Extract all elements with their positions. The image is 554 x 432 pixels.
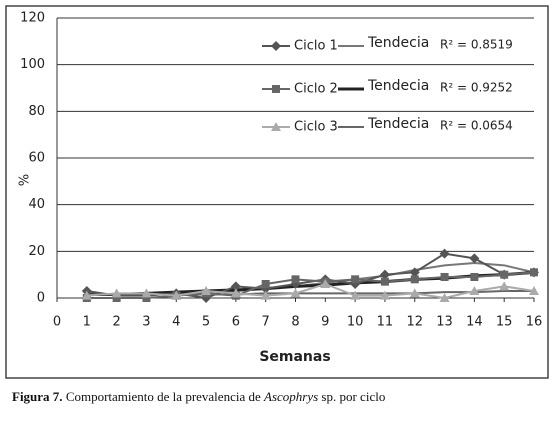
y-tick-label: 20: [28, 244, 45, 259]
chart-frame: [5, 5, 549, 379]
series-line: [86, 282, 535, 300]
data-point: [409, 288, 420, 298]
x-tick-label: 2: [112, 315, 120, 330]
data-point: [111, 288, 122, 298]
data-point: [350, 290, 361, 300]
x-tick-label: 3: [142, 315, 150, 330]
x-axis-label: Semanas: [259, 349, 330, 365]
data-point: [171, 290, 182, 300]
data-point: [499, 281, 510, 291]
x-tick-label: 12: [406, 315, 423, 330]
x-tick-label: 6: [232, 315, 240, 330]
data-point: [320, 279, 331, 288]
r2-label: R² = 0.0654: [440, 119, 513, 133]
x-tick-label: 13: [436, 315, 453, 330]
y-tick-label: 100: [20, 57, 45, 72]
data-point: [410, 275, 419, 284]
data-point: [261, 280, 270, 288]
legend-label: Tendecia: [367, 35, 429, 51]
r2-label: R² = 0.9252: [440, 81, 513, 95]
data-point: [470, 273, 479, 281]
caption-label: Figura 7.: [12, 389, 63, 404]
legend-label: Tendecia: [367, 78, 429, 94]
data-point: [500, 270, 509, 279]
caption-text: Comportamiento de la prevalencia de: [62, 389, 264, 404]
y-tick-label: 60: [28, 151, 45, 166]
x-tick-label: 14: [466, 315, 483, 330]
data-point: [230, 288, 241, 298]
x-tick-label: 1: [83, 315, 91, 330]
x-tick-label: 15: [496, 315, 513, 330]
data-point: [379, 290, 390, 300]
x-tick-label: 8: [291, 315, 299, 330]
data-point: [530, 268, 538, 277]
y-tick-label: 0: [37, 291, 45, 306]
x-tick-label: 16: [526, 315, 543, 330]
legend-label: Ciclo 2: [294, 82, 338, 97]
y-tick-label: 80: [28, 104, 45, 119]
data-point: [439, 248, 450, 259]
legend-label: Tendecia: [367, 116, 429, 132]
data-point: [379, 269, 390, 280]
data-point: [469, 286, 480, 295]
data-point: [439, 293, 450, 302]
caption: Figura 7. Comportamiento de la prevalenc…: [12, 388, 412, 406]
data-point: [260, 290, 271, 300]
data-point: [230, 281, 241, 292]
y-tick-label: 120: [20, 11, 45, 26]
y-axis-label: %: [15, 174, 30, 186]
data-point: [81, 290, 92, 300]
data-point: [291, 275, 300, 284]
x-tick-label: 10: [347, 315, 364, 330]
data-point: [529, 286, 539, 295]
legend-marker: [272, 85, 280, 93]
legend-label: Ciclo 3: [294, 120, 338, 135]
legend-label: Ciclo 1: [294, 39, 338, 54]
data-point: [469, 253, 480, 264]
data-point: [440, 273, 449, 281]
x-tick-label: 0: [53, 315, 61, 330]
caption-species: Ascophrys: [264, 389, 319, 404]
x-tick-label: 4: [172, 315, 180, 330]
x-tick-label: 5: [202, 315, 210, 330]
legend-marker: [271, 41, 281, 51]
data-point: [380, 277, 389, 286]
legend-marker: [271, 122, 281, 131]
data-point: [141, 288, 152, 298]
x-tick-label: 11: [377, 315, 394, 330]
data-point: [201, 286, 212, 295]
x-tick-label: 7: [262, 315, 270, 330]
data-point: [112, 294, 121, 302]
caption-text: sp. por ciclo: [318, 389, 386, 404]
x-tick-label: 9: [321, 315, 329, 330]
data-point: [290, 288, 301, 298]
y-tick-label: 40: [28, 197, 45, 212]
series-line: [86, 271, 535, 299]
data-point: [351, 275, 360, 284]
data-point: [409, 267, 420, 278]
data-point: [142, 294, 151, 302]
r2-label: R² = 0.8519: [440, 38, 513, 52]
